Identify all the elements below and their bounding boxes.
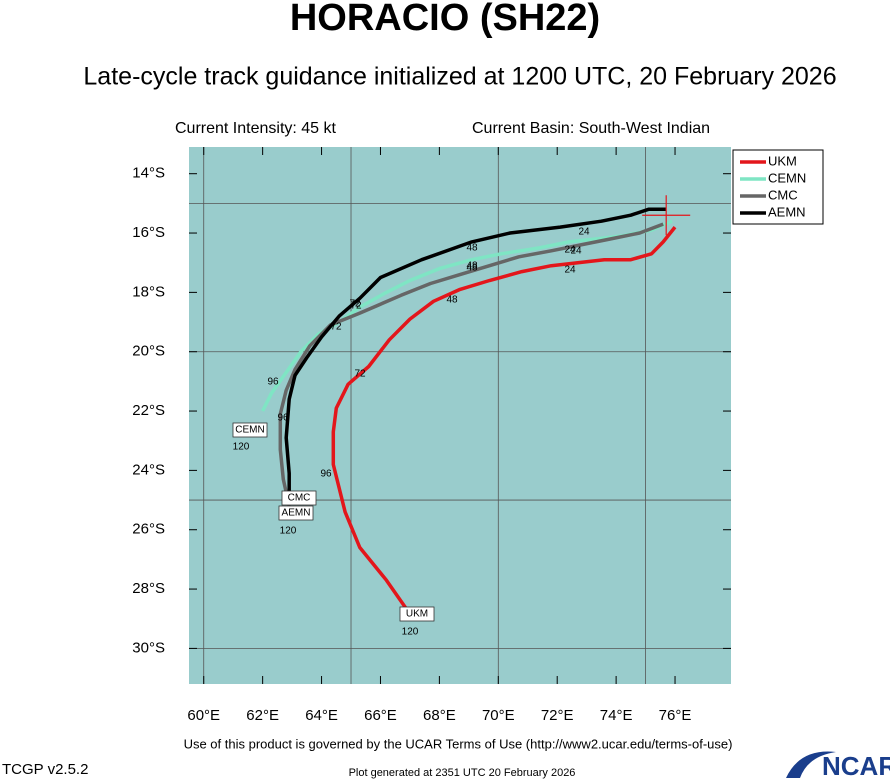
hour-label: 48 — [446, 295, 458, 306]
x-tick-label: 66°E — [364, 707, 397, 724]
y-tick-label: 16°S — [132, 224, 165, 241]
hour-label: 96 — [320, 469, 332, 480]
terms: Use of this product is governed by the U… — [184, 736, 733, 751]
x-tick-label: 74°E — [600, 707, 633, 724]
y-tick-label: 26°S — [132, 521, 165, 538]
track-label: CEMN — [235, 425, 264, 436]
hour-label: 96 — [267, 377, 279, 388]
x-tick-label: 68°E — [423, 707, 456, 724]
x-tick-label: 64°E — [305, 707, 338, 724]
hour-label: 72 — [349, 299, 361, 310]
chart-title: HORACIO (SH22) — [290, 0, 600, 39]
generated: Plot generated at 2351 UTC 20 February 2… — [349, 767, 576, 779]
hour-label: 120 — [402, 627, 419, 638]
legend-label: CMC — [768, 187, 798, 202]
legend-label: CEMN — [768, 170, 806, 185]
current-position — [642, 195, 691, 236]
track — [278, 222, 664, 507]
track-label-box — [278, 505, 314, 521]
basin: Current Basin: South-West Indian — [472, 120, 710, 137]
track — [261, 219, 673, 412]
chart-subtitle: Late-cycle track guidance initialized at… — [83, 63, 836, 91]
track-label-box — [281, 490, 317, 506]
hour-label: 72 — [330, 322, 342, 333]
intensity: Current Intensity: 45 kt — [175, 120, 337, 137]
x-tick-label: 70°E — [482, 707, 515, 724]
hour-label: 96 — [277, 413, 289, 424]
y-tick-label: 22°S — [132, 402, 165, 419]
track-label-box — [399, 606, 435, 622]
y-tick-label: 24°S — [132, 461, 165, 478]
legend-label: UKM — [768, 153, 797, 168]
y-tick-label: 28°S — [132, 580, 165, 597]
hour-label: 24 — [564, 245, 576, 256]
y-tick-label: 20°S — [132, 343, 165, 360]
hour-label: 48 — [466, 261, 478, 272]
hour-label: 48 — [466, 243, 478, 254]
y-tick-label: 14°S — [132, 165, 165, 182]
y-tick-label: 30°S — [132, 639, 165, 656]
hour-label: 120 — [280, 526, 297, 537]
hour-label: 48 — [466, 263, 478, 274]
x-tick-label: 60°E — [187, 707, 220, 724]
hour-label: 72 — [350, 301, 362, 312]
version: TCGP v2.5.2 — [2, 761, 88, 778]
track-label: CMC — [288, 493, 311, 504]
logo: NCAR — [822, 751, 890, 780]
track — [331, 226, 677, 611]
y-tick-label: 18°S — [132, 283, 165, 300]
legend-label: AEMN — [768, 204, 806, 219]
track — [284, 207, 667, 498]
x-tick-label: 72°E — [541, 707, 574, 724]
hour-label: 24 — [578, 227, 590, 238]
hour-label: 24 — [570, 246, 582, 257]
track-label: AEMN — [282, 508, 311, 519]
hour-label: 24 — [564, 265, 576, 276]
x-tick-label: 76°E — [659, 707, 692, 724]
hour-label: 72 — [354, 369, 366, 380]
hour-label: 120 — [233, 442, 250, 453]
track-label-box — [232, 422, 268, 438]
x-tick-label: 62°E — [246, 707, 279, 724]
track-label: UKM — [406, 609, 428, 620]
logo-swoosh — [786, 751, 836, 778]
